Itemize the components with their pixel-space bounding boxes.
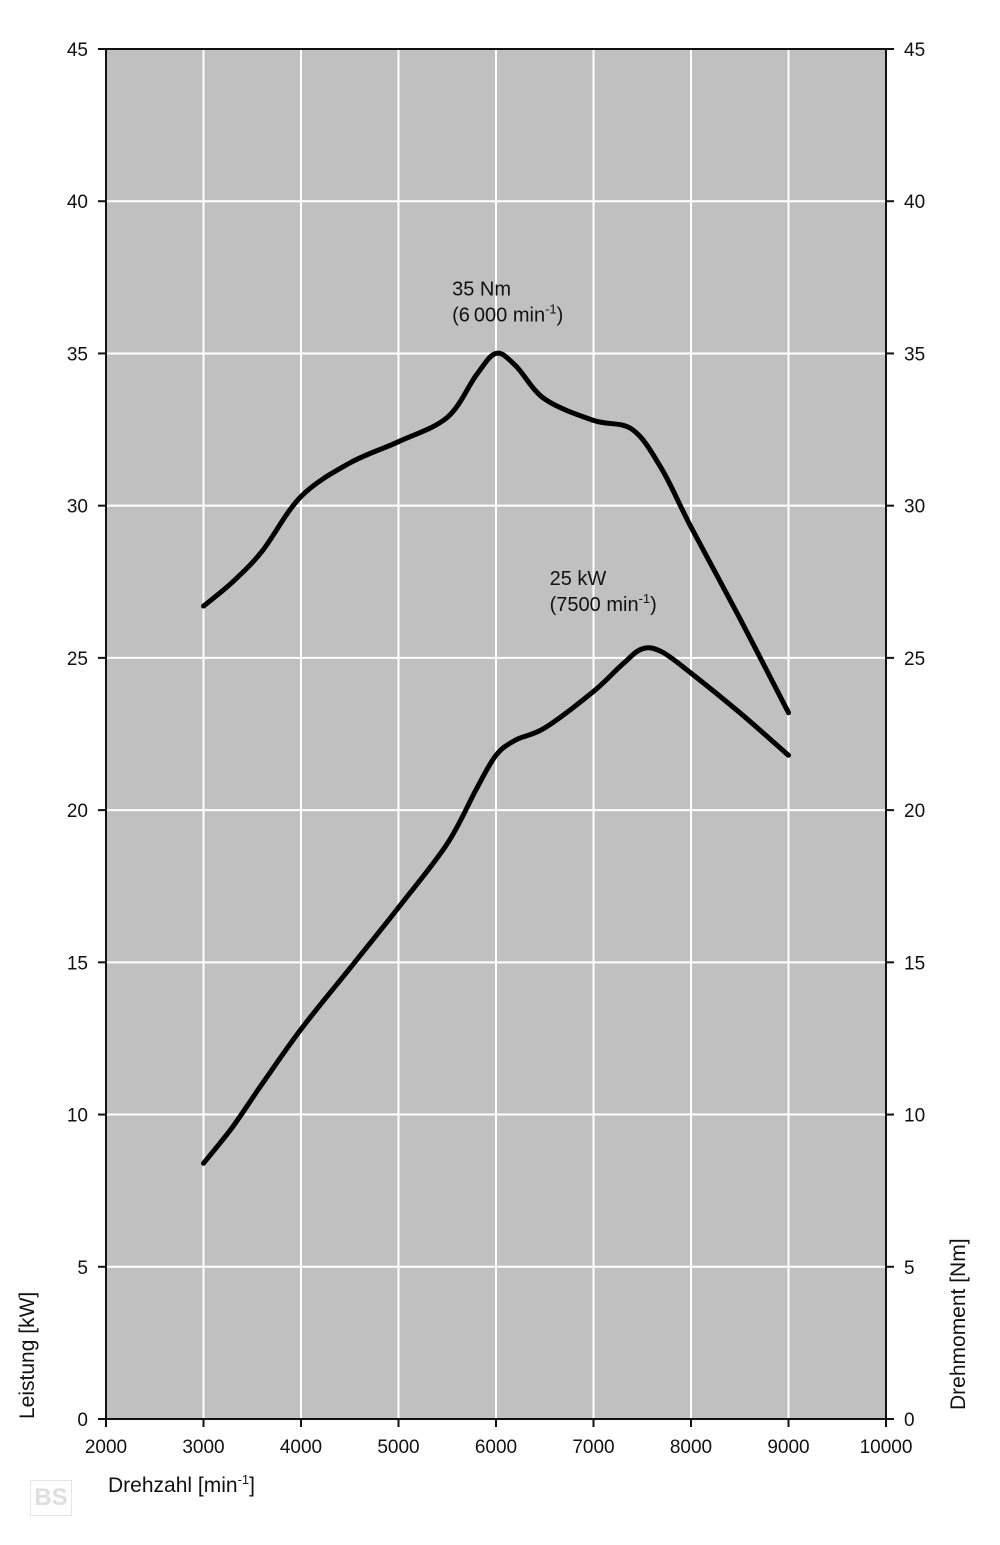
y-left-tick-label: 15 — [67, 953, 88, 974]
series-lines — [201, 350, 791, 1166]
x-tick-label: 9000 — [767, 1437, 809, 1458]
x-tick-label: 8000 — [670, 1437, 712, 1458]
y-left-tick-label: 5 — [77, 1258, 88, 1279]
y-left-tick-label: 40 — [67, 192, 88, 213]
y-axis-right-title: Drehmoment [Nm] — [947, 1238, 970, 1410]
y-right-tick-label: 20 — [904, 801, 925, 822]
x-axis-title-end: ] — [249, 1474, 255, 1497]
y-right-tick-label: 0 — [904, 1410, 915, 1431]
axes: 2000 3000 4000 5000 6000 7000 8000 9000 10000 0 5 1… — [67, 40, 925, 1458]
annotation-rpm-sup: -1 — [545, 302, 557, 317]
y-left-tick-label: 20 — [67, 801, 88, 822]
annotations: 35 Nm(6 000 min-1)25 kW(7500 min-1) — [452, 279, 657, 616]
x-axis-title: Drehzahl [min-1] — [108, 1472, 255, 1497]
y-right-tick-label: 5 — [904, 1258, 915, 1279]
annotation-rpm: (6 000 min-1) — [452, 302, 563, 327]
x-tick-label: 6000 — [475, 1437, 517, 1458]
annotation-rpm-end: ) — [650, 594, 657, 616]
annotation-value: 35 Nm — [452, 279, 511, 301]
grid — [106, 49, 886, 1419]
power-curve — [201, 645, 791, 1166]
x-tick-label: 2000 — [85, 1437, 127, 1458]
annotation-rpm-sup: -1 — [639, 591, 651, 606]
y-right-tick-label: 30 — [904, 497, 925, 518]
x-tick-label: 5000 — [377, 1437, 419, 1458]
y-right-tick-label: 25 — [904, 649, 925, 670]
y-left-tick-label: 10 — [67, 1106, 88, 1127]
annotation-rpm: (7500 min-1) — [550, 591, 657, 616]
y-left-tick-label: 35 — [67, 344, 88, 365]
y-left-tick-label: 45 — [67, 40, 88, 61]
annotation-rpm-end: ) — [557, 305, 564, 327]
y-left-tick-label: 30 — [67, 497, 88, 518]
y-right-tick-label: 45 — [904, 40, 925, 61]
y-left-tick-label: 25 — [67, 649, 88, 670]
y-right-tick-label: 10 — [904, 1106, 925, 1127]
y-left-tick-label: 0 — [77, 1410, 88, 1431]
y-right-tick-label: 35 — [904, 344, 925, 365]
y-right-tick-label: 15 — [904, 953, 925, 974]
annotation-rpm-text: (6 000 min — [452, 305, 545, 327]
y-axis-left-title: Leistung [kW] — [16, 1292, 39, 1419]
x-tick-label: 7000 — [572, 1437, 614, 1458]
x-axis-title-main: Drehzahl [min — [108, 1474, 238, 1497]
torque-curve — [201, 350, 791, 716]
x-tick-label: 3000 — [182, 1437, 224, 1458]
x-axis-title-sup: -1 — [238, 1472, 250, 1487]
x-tick-label: 4000 — [280, 1437, 322, 1458]
x-tick-label: 10000 — [860, 1437, 913, 1458]
annotation-value: 25 kW — [550, 568, 607, 590]
bs-logo: BS — [30, 1480, 72, 1516]
annotation-rpm-text: (7500 min — [550, 594, 639, 616]
y-right-tick-label: 40 — [904, 192, 925, 213]
